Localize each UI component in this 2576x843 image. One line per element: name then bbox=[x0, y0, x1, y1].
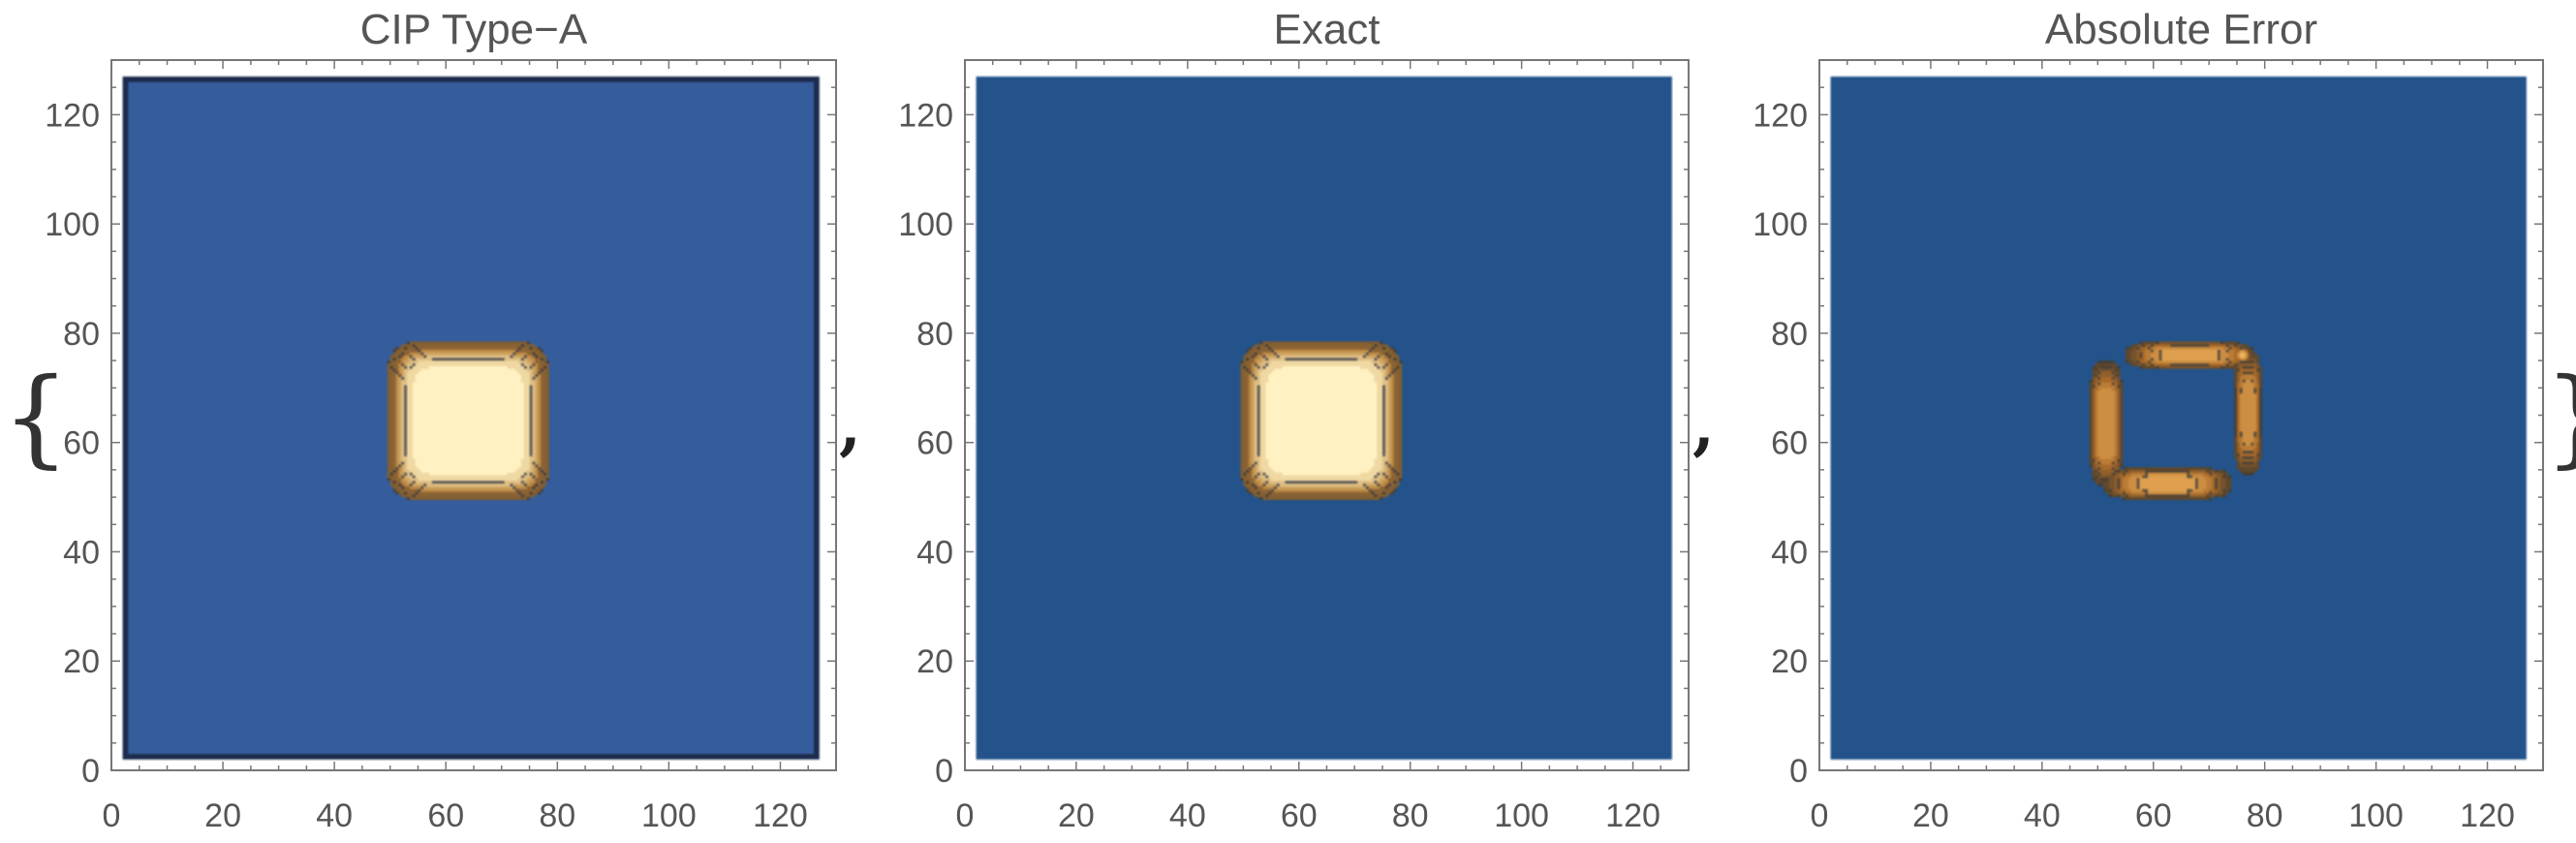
chart-panel-3: Absolute Error 0 20 40 60 80 100 120 0 20 40 60 80 10… bbox=[1753, 6, 2544, 834]
x-tick-label: 40 bbox=[316, 797, 353, 834]
x-tick-label: 100 bbox=[2348, 797, 2404, 834]
y-tick-label: 120 bbox=[898, 97, 953, 134]
y-tick-label: 100 bbox=[45, 206, 100, 243]
x-tick-label: 60 bbox=[427, 797, 464, 834]
x-tick-label: 0 bbox=[956, 797, 975, 834]
y-tick-label: 120 bbox=[45, 97, 100, 134]
x-tick-label: 60 bbox=[1281, 797, 1318, 834]
x-tick-label: 20 bbox=[204, 797, 241, 834]
x-tick-label: 40 bbox=[1169, 797, 1206, 834]
y-tick-label: 0 bbox=[935, 753, 953, 790]
close-brace: } bbox=[2544, 355, 2576, 479]
x-tick-label: 0 bbox=[1811, 797, 1829, 834]
y-tick-label: 0 bbox=[1789, 753, 1808, 790]
y-tick-label: 40 bbox=[63, 534, 100, 571]
x-tick-label: 0 bbox=[103, 797, 121, 834]
y-tick-label: 0 bbox=[81, 753, 100, 790]
y-tick-label: 20 bbox=[916, 643, 953, 680]
x-tick-label: 100 bbox=[641, 797, 697, 834]
x-tick-label: 80 bbox=[2247, 797, 2283, 834]
x-tick-label: 120 bbox=[2460, 797, 2515, 834]
y-tick-label: 80 bbox=[916, 316, 953, 353]
y-tick-label: 100 bbox=[898, 206, 953, 243]
x-tick-label: 80 bbox=[1392, 797, 1429, 834]
separator-1: , bbox=[839, 388, 861, 463]
y-tick-label: 60 bbox=[63, 425, 100, 462]
heatmap-image bbox=[965, 60, 1689, 770]
chart-title: Absolute Error bbox=[2045, 6, 2317, 53]
y-tick-label: 40 bbox=[916, 534, 953, 571]
chart-panel-2: Exact 0 20 40 60 80 100 120 0 20 40 60 80 100 120 bbox=[898, 6, 1690, 834]
y-tick-label: 80 bbox=[1771, 316, 1808, 353]
y-tick-label: 20 bbox=[1771, 643, 1808, 680]
separator-2: , bbox=[1692, 388, 1715, 463]
chart-title: Exact bbox=[1273, 6, 1380, 53]
y-tick-label: 80 bbox=[63, 316, 100, 353]
x-tick-label: 120 bbox=[1605, 797, 1660, 834]
y-tick-label: 20 bbox=[63, 643, 100, 680]
x-tick-label: 100 bbox=[1494, 797, 1549, 834]
heatmap-image bbox=[1819, 60, 2543, 770]
x-tick-label: 20 bbox=[1058, 797, 1095, 834]
chart-panel-1: CIP Type−A 0 20 40 60 80 100 120 0 20 40 60 80 100 120 bbox=[45, 6, 837, 834]
y-tick-label: 40 bbox=[1771, 534, 1808, 571]
panels: CIP Type−A 0 20 40 60 80 100 120 0 20 40 60 80 100 120… bbox=[45, 6, 2544, 834]
x-tick-label: 60 bbox=[2135, 797, 2172, 834]
x-tick-label: 20 bbox=[1912, 797, 1949, 834]
chart-title: CIP Type−A bbox=[360, 6, 588, 53]
heatmap-image bbox=[111, 60, 836, 770]
y-tick-label: 120 bbox=[1753, 97, 1808, 134]
x-tick-label: 120 bbox=[753, 797, 808, 834]
y-tick-label: 60 bbox=[916, 425, 953, 462]
open-brace: { bbox=[2, 355, 70, 479]
x-tick-label: 80 bbox=[539, 797, 575, 834]
x-tick-label: 40 bbox=[2024, 797, 2061, 834]
y-tick-label: 60 bbox=[1771, 425, 1808, 462]
y-tick-label: 100 bbox=[1753, 206, 1808, 243]
